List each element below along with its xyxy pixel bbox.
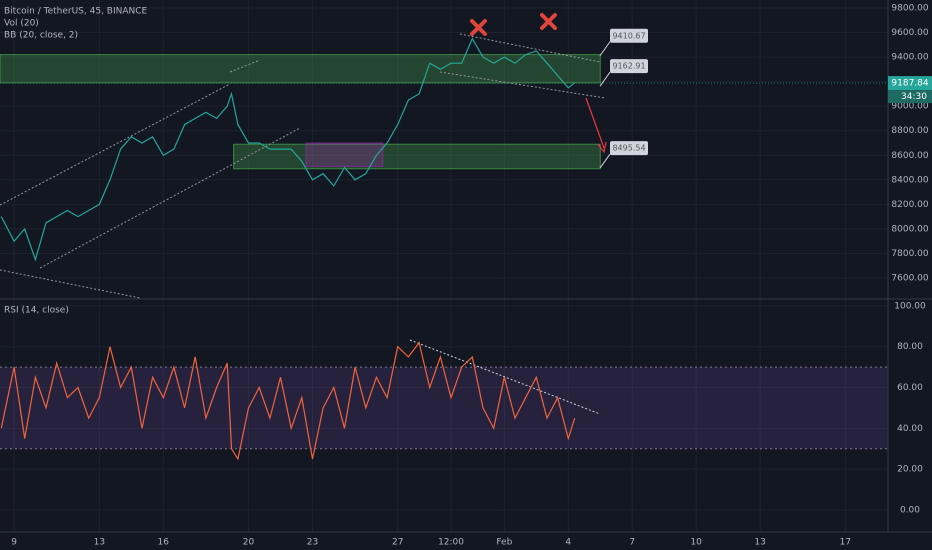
arrow-head: [597, 141, 607, 154]
x-tick-label: 4: [565, 538, 571, 548]
y-tick-label: 8600.00: [891, 151, 928, 161]
x-tick-label: 13: [754, 538, 765, 548]
zone: [233, 143, 601, 170]
callout-label: 9162.91: [612, 62, 645, 71]
series-line: [0, 37, 576, 262]
y-tick-label: 40.00: [897, 424, 923, 434]
last-price-label: 9187.84: [891, 79, 928, 89]
rsi-band: [0, 367, 888, 449]
series-line: [0, 341, 576, 461]
channel-line: [229, 59, 261, 73]
x-tick-label: 23: [307, 538, 318, 548]
callout-label: 9410.67: [612, 31, 645, 40]
cross-mark: [470, 19, 487, 36]
y-tick-label: 20.00: [897, 465, 923, 475]
y-tick-label: 100.00: [894, 301, 926, 311]
y-tick-label: 7800.00: [891, 249, 928, 259]
x-tick-label: 16: [158, 538, 170, 548]
rsi-trend-line: [409, 339, 601, 415]
y-tick-label: 60.00: [897, 383, 923, 393]
countdown-box: [888, 90, 932, 104]
symbol-title: Bitcoin / TetherUS, 45, BINANCE: [4, 7, 148, 17]
indicator-label: Vol (20): [4, 19, 39, 29]
indicator-label: BB (20, close, 2): [4, 31, 78, 41]
x-tick-label: 9: [11, 538, 17, 548]
y-tick-label: 80.00: [897, 342, 923, 352]
cross-mark: [540, 13, 557, 30]
x-tick-label: 27: [392, 538, 403, 548]
y-tick-label: 8800.00: [891, 126, 928, 136]
x-tick-label: Feb: [496, 538, 512, 548]
y-tick-label: 8000.00: [891, 224, 928, 234]
y-tick-label: 8400.00: [891, 175, 928, 185]
x-tick-label: 13: [94, 538, 105, 548]
callout-box: [610, 28, 648, 43]
channel-line: [39, 127, 301, 269]
arrow: [585, 97, 605, 149]
y-tick-label: 9400.00: [891, 53, 928, 63]
callout-label: 8495.54: [612, 144, 645, 153]
y-tick-label: 9800.00: [891, 3, 928, 13]
y-tick-label: 9000.00: [891, 102, 928, 112]
callout-line: [599, 153, 611, 169]
x-tick-label: 12:00: [438, 538, 464, 548]
x-tick-label: 17: [840, 538, 851, 548]
callout-box: [610, 59, 648, 74]
y-tick-label: 7600.00: [891, 273, 928, 283]
y-tick-label: 0.00: [900, 505, 920, 515]
callout-line: [599, 41, 611, 57]
zone: [305, 142, 384, 167]
y-tick-label: 8200.00: [891, 200, 928, 210]
y-tick-label: 9600.00: [891, 28, 928, 38]
channel-line: [0, 83, 231, 206]
x-tick-label: 10: [690, 538, 702, 548]
last-price-box: [888, 76, 932, 91]
indicator-label: RSI (14, close): [4, 306, 69, 316]
zone: [0, 54, 601, 84]
countdown-label: 34:30: [901, 92, 927, 102]
callout-line: [599, 71, 611, 87]
x-tick-label: 7: [629, 538, 635, 548]
x-tick-label: 20: [243, 538, 255, 548]
callout-box: [610, 141, 648, 156]
